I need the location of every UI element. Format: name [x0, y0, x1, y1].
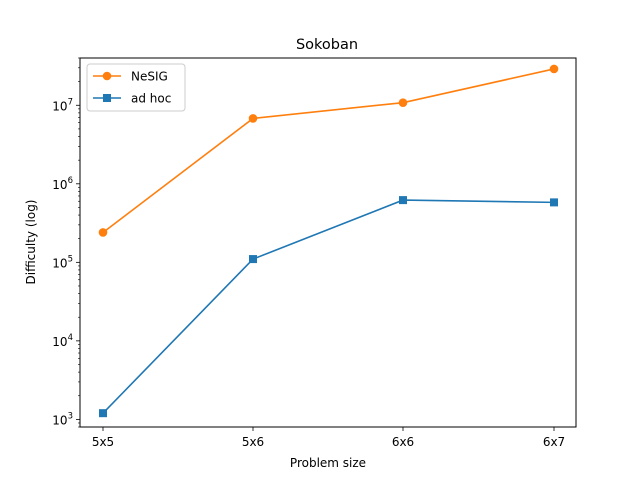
x-axis-label: Problem size	[290, 456, 366, 470]
y-axis: 103 104 105 106 107	[52, 57, 80, 427]
series-line-nesig	[102, 68, 555, 234]
data-point-nesig	[549, 64, 559, 74]
data-point-ad-hoc	[99, 409, 107, 418]
x-tick-label: 6x7	[543, 435, 565, 449]
x-axis: 5x5 5x6 6x6 6x7	[92, 427, 565, 449]
y-axis-label: Difficulty (log)	[24, 200, 38, 285]
series-layer	[98, 64, 559, 418]
y-tick-label: 106	[52, 176, 73, 192]
x-tick-label: 5x5	[92, 435, 114, 449]
legend-marker-nesig	[102, 71, 112, 81]
y-tick-label: 105	[52, 254, 73, 270]
y-tick-label: 104	[52, 333, 73, 349]
x-tick-label: 6x6	[392, 435, 414, 449]
legend-marker-ad-hoc	[103, 94, 111, 102]
data-point-nesig	[98, 228, 108, 237]
data-point-ad-hoc	[399, 196, 407, 205]
plot-area	[79, 57, 577, 428]
legend-label-nesig: NeSIG	[131, 70, 168, 84]
data-point-ad-hoc	[550, 198, 558, 207]
series-line-ad-hoc	[102, 199, 555, 414]
x-tick-label: 5x6	[242, 435, 264, 449]
data-point-nesig	[398, 98, 408, 107]
legend-label-ad-hoc: ad hoc	[131, 92, 171, 106]
y-tick-label: 103	[52, 411, 73, 427]
data-point-ad-hoc	[249, 255, 257, 264]
legend: NeSIG ad hoc	[86, 63, 186, 112]
data-point-nesig	[248, 114, 258, 123]
chart-title: Sokoban	[296, 37, 358, 53]
y-tick-label: 107	[52, 97, 73, 113]
